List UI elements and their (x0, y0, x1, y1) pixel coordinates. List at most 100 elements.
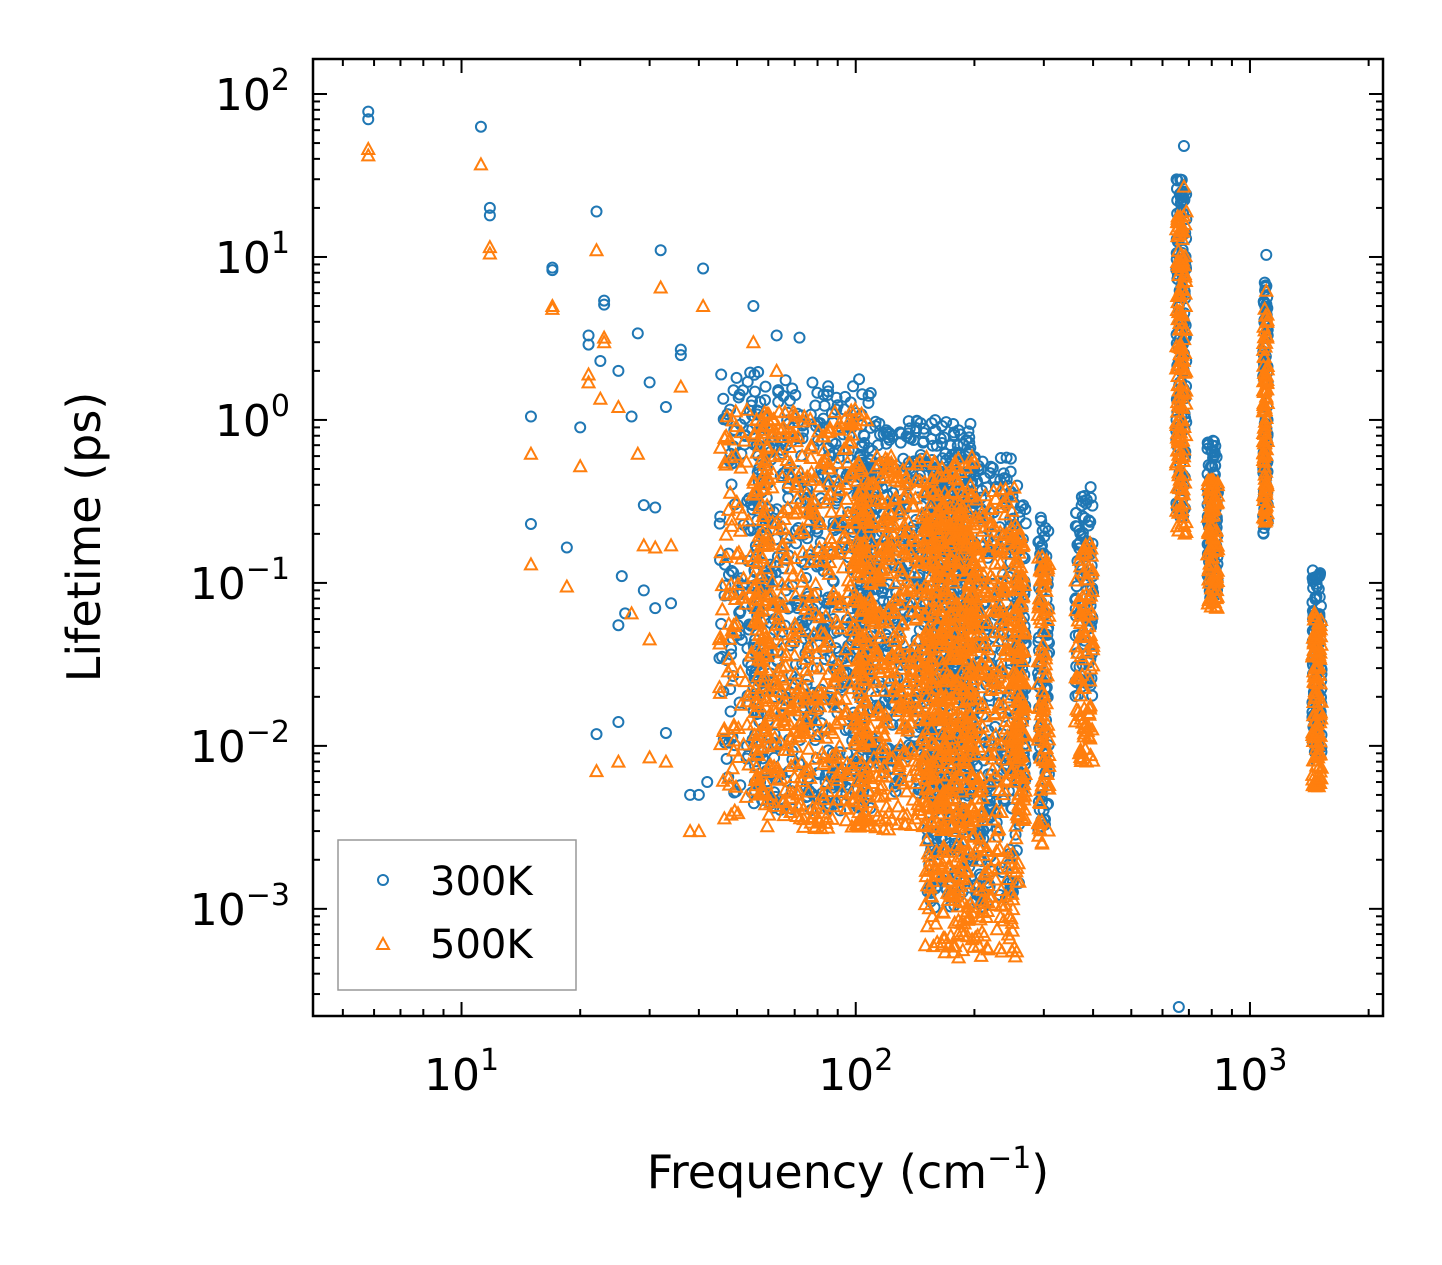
point-500K (942, 589, 958, 604)
point-300K (786, 382, 799, 395)
point-300K (524, 517, 537, 530)
point-500K (818, 637, 834, 652)
point-500K (799, 468, 815, 483)
point-500K (778, 799, 794, 814)
point-500K (862, 597, 878, 612)
point-500K (798, 764, 814, 779)
point-500K (820, 561, 837, 576)
point-500K (821, 565, 837, 580)
point-500K (783, 730, 799, 745)
point-500K (891, 761, 907, 776)
point-500K (721, 776, 737, 791)
point-500K (886, 491, 903, 506)
point-500K (941, 571, 958, 586)
point-500K (544, 297, 561, 313)
point-500K (799, 582, 815, 597)
point-500K (991, 940, 1008, 955)
point-500K (990, 822, 1006, 837)
point-500K (849, 472, 865, 487)
point-500K (943, 776, 959, 791)
point-500K (903, 741, 919, 756)
point-500K (823, 541, 840, 556)
point-500K (948, 724, 964, 739)
point-500K (913, 743, 929, 758)
point-300K (1076, 495, 1089, 508)
point-500K (973, 947, 989, 962)
point-500K (996, 912, 1012, 927)
point-500K (908, 756, 924, 771)
point-300K (1259, 281, 1272, 294)
point-500K (924, 687, 940, 702)
point-500K (980, 641, 996, 656)
point-500K (752, 615, 768, 630)
point-500K (911, 554, 927, 569)
point-500K (908, 774, 924, 789)
point-500K (995, 563, 1011, 578)
point-500K (919, 877, 935, 892)
point-500K (870, 703, 887, 718)
point-500K (741, 756, 757, 771)
point-500K (923, 720, 940, 736)
point-500K (822, 529, 838, 545)
point-500K (755, 511, 771, 527)
point-500K (961, 637, 978, 652)
point-500K (786, 768, 803, 783)
point-500K (874, 777, 890, 792)
point-500K (780, 499, 796, 515)
point-500K (919, 797, 935, 812)
point-500K (860, 502, 876, 517)
point-500K (733, 696, 749, 711)
point-500K (902, 578, 919, 593)
point-500K (898, 744, 914, 760)
point-500K (892, 660, 909, 675)
point-500K (964, 736, 980, 751)
point-500K (961, 562, 978, 577)
point-500K (904, 593, 921, 608)
point-500K (874, 743, 891, 758)
point-500K (919, 779, 935, 794)
point-500K (745, 334, 762, 349)
point-500K (918, 606, 934, 622)
point-500K (714, 577, 730, 592)
point-500K (938, 560, 955, 575)
point-500K (748, 770, 764, 785)
point-500K (360, 140, 376, 155)
point-500K (795, 800, 812, 815)
point-300K (828, 758, 841, 771)
point-500K (1011, 873, 1027, 888)
point-500K (968, 519, 984, 534)
point-500K (730, 805, 746, 820)
point-500K (999, 773, 1015, 788)
point-300K (631, 327, 644, 340)
point-500K (798, 662, 814, 677)
point-500K (735, 736, 752, 751)
point-500K (908, 471, 924, 486)
point-500K (872, 517, 888, 532)
point-500K (788, 738, 804, 753)
point-300K (560, 541, 573, 554)
point-500K (899, 548, 916, 563)
point-500K (831, 414, 848, 430)
point-500K (743, 647, 759, 662)
point-500K (924, 768, 940, 783)
point-300K (724, 705, 737, 718)
point-500K (982, 773, 999, 788)
point-300K (625, 410, 638, 423)
point-500K (754, 628, 771, 643)
point-500K (842, 757, 858, 772)
point-500K (988, 726, 1004, 741)
point-500K (828, 715, 844, 730)
point-500K (751, 527, 767, 542)
point-500K (870, 699, 887, 714)
point-500K (938, 687, 954, 702)
point-500K (974, 718, 991, 733)
point-500K (835, 513, 852, 528)
point-500K (991, 840, 1008, 855)
point-500K (759, 689, 775, 704)
point-500K (572, 458, 588, 473)
point-500K (890, 559, 906, 574)
point-500K (960, 811, 977, 826)
point-500K (818, 607, 834, 622)
point-500K (979, 862, 996, 877)
point-500K (968, 745, 985, 760)
